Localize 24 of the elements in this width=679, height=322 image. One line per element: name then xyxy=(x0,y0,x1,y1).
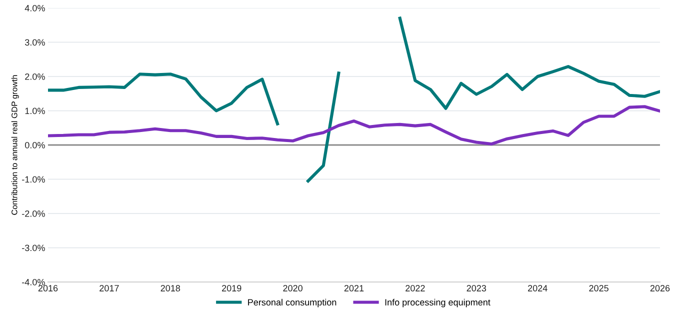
x-tick-label: 2017 xyxy=(100,285,119,292)
x-tick-label: 2025 xyxy=(589,285,608,292)
x-tick-label: 2019 xyxy=(222,285,242,292)
y-tick-label: -3.0% xyxy=(22,244,45,252)
x-tick-label: 2020 xyxy=(283,285,302,292)
x-tick-label: 2022 xyxy=(406,285,425,292)
legend-label: Info processing equipment xyxy=(385,298,490,308)
x-tick-label: 2016 xyxy=(38,285,58,292)
y-tick-label: 2.0% xyxy=(25,73,45,80)
x-tick-label: 2026 xyxy=(650,285,670,292)
x-tick-label: 2021 xyxy=(344,285,364,292)
y-tick-label: -4.0% xyxy=(22,278,45,286)
y-tick-label: 3.0% xyxy=(24,39,45,46)
y-axis-title: Contribution to annual real GDP growth xyxy=(11,75,19,215)
line-series xyxy=(48,105,660,146)
x-tick-label: 2023 xyxy=(466,285,486,292)
x-tick-label: 2018 xyxy=(160,285,180,292)
legend-label: Personal consumption xyxy=(248,298,336,308)
y-tick-label: 0.0% xyxy=(25,142,45,148)
x-tick-label: 2024 xyxy=(528,285,548,292)
y-tick-label: 1.0% xyxy=(25,108,45,114)
y-tick-label: -2.0% xyxy=(22,210,45,217)
y-tick-label: -1.0% xyxy=(22,176,45,183)
y-tick-label: 4.0% xyxy=(24,4,45,12)
